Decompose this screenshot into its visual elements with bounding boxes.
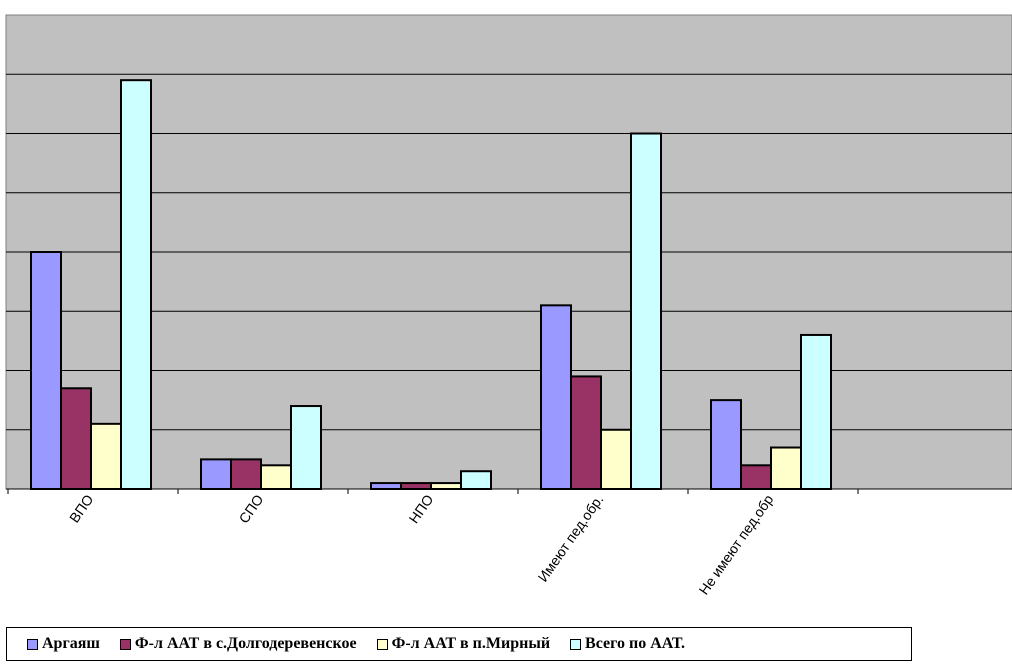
legend-item-total: Всего по ААТ.: [570, 635, 685, 653]
legend-item-argayash: Аргаяш: [27, 635, 100, 653]
bar-chart: ВПО СПО НПО Имеют пед.обр. Не имеют пед.обр: [5, 14, 1012, 598]
legend: Аргаяш Ф-л ААТ в с.Долгодеревенское Ф-л …: [6, 627, 912, 661]
bar: [260, 464, 292, 490]
bar: [90, 422, 122, 491]
bar: [570, 375, 602, 490]
bar: [230, 458, 262, 490]
x-tick-label: ВПО: [66, 491, 97, 525]
bar: [430, 482, 462, 491]
bar: [60, 387, 92, 490]
x-axis-labels: ВПО СПО НПО Имеют пед.обр. Не имеют пед.обр: [66, 491, 777, 597]
legend-label: Ф-л ААТ в п.Мирный: [391, 635, 551, 652]
legend-label: Всего по ААТ.: [585, 635, 685, 652]
bar: [370, 482, 402, 491]
x-tick-label: Не имеют пед.обр: [696, 491, 777, 597]
legend-label: Аргаяш: [42, 635, 100, 652]
x-tick-label: НПО: [406, 491, 437, 526]
legend-swatch: [570, 638, 582, 650]
bar: [400, 482, 432, 491]
bar: [710, 399, 742, 490]
bar: [290, 405, 322, 490]
legend-swatch: [119, 638, 131, 650]
bar: [30, 251, 62, 490]
bar: [770, 446, 802, 490]
x-axis-ticks: [7, 489, 859, 494]
legend-item-mirny: Ф-л ААТ в п.Мирный: [376, 635, 551, 653]
bar: [800, 333, 832, 491]
gridlines: [6, 73, 1012, 490]
bar: [200, 458, 232, 490]
bar: [740, 464, 772, 490]
bar: [600, 428, 632, 490]
bar: [540, 304, 572, 491]
bar: [630, 132, 662, 490]
legend-item-dolgoderevenskoe: Ф-л ААТ в с.Долгодеревенское: [119, 635, 357, 653]
legend-label: Ф-л ААТ в с.Долгодеревенское: [134, 635, 357, 652]
legend-swatch: [27, 638, 38, 650]
x-tick-label: СПО: [236, 491, 267, 526]
legend-swatch: [376, 638, 388, 650]
bar-series: [30, 79, 832, 491]
bar: [120, 79, 152, 491]
bar: [460, 470, 492, 491]
x-tick-label: Имеют пед.обр.: [535, 492, 607, 585]
